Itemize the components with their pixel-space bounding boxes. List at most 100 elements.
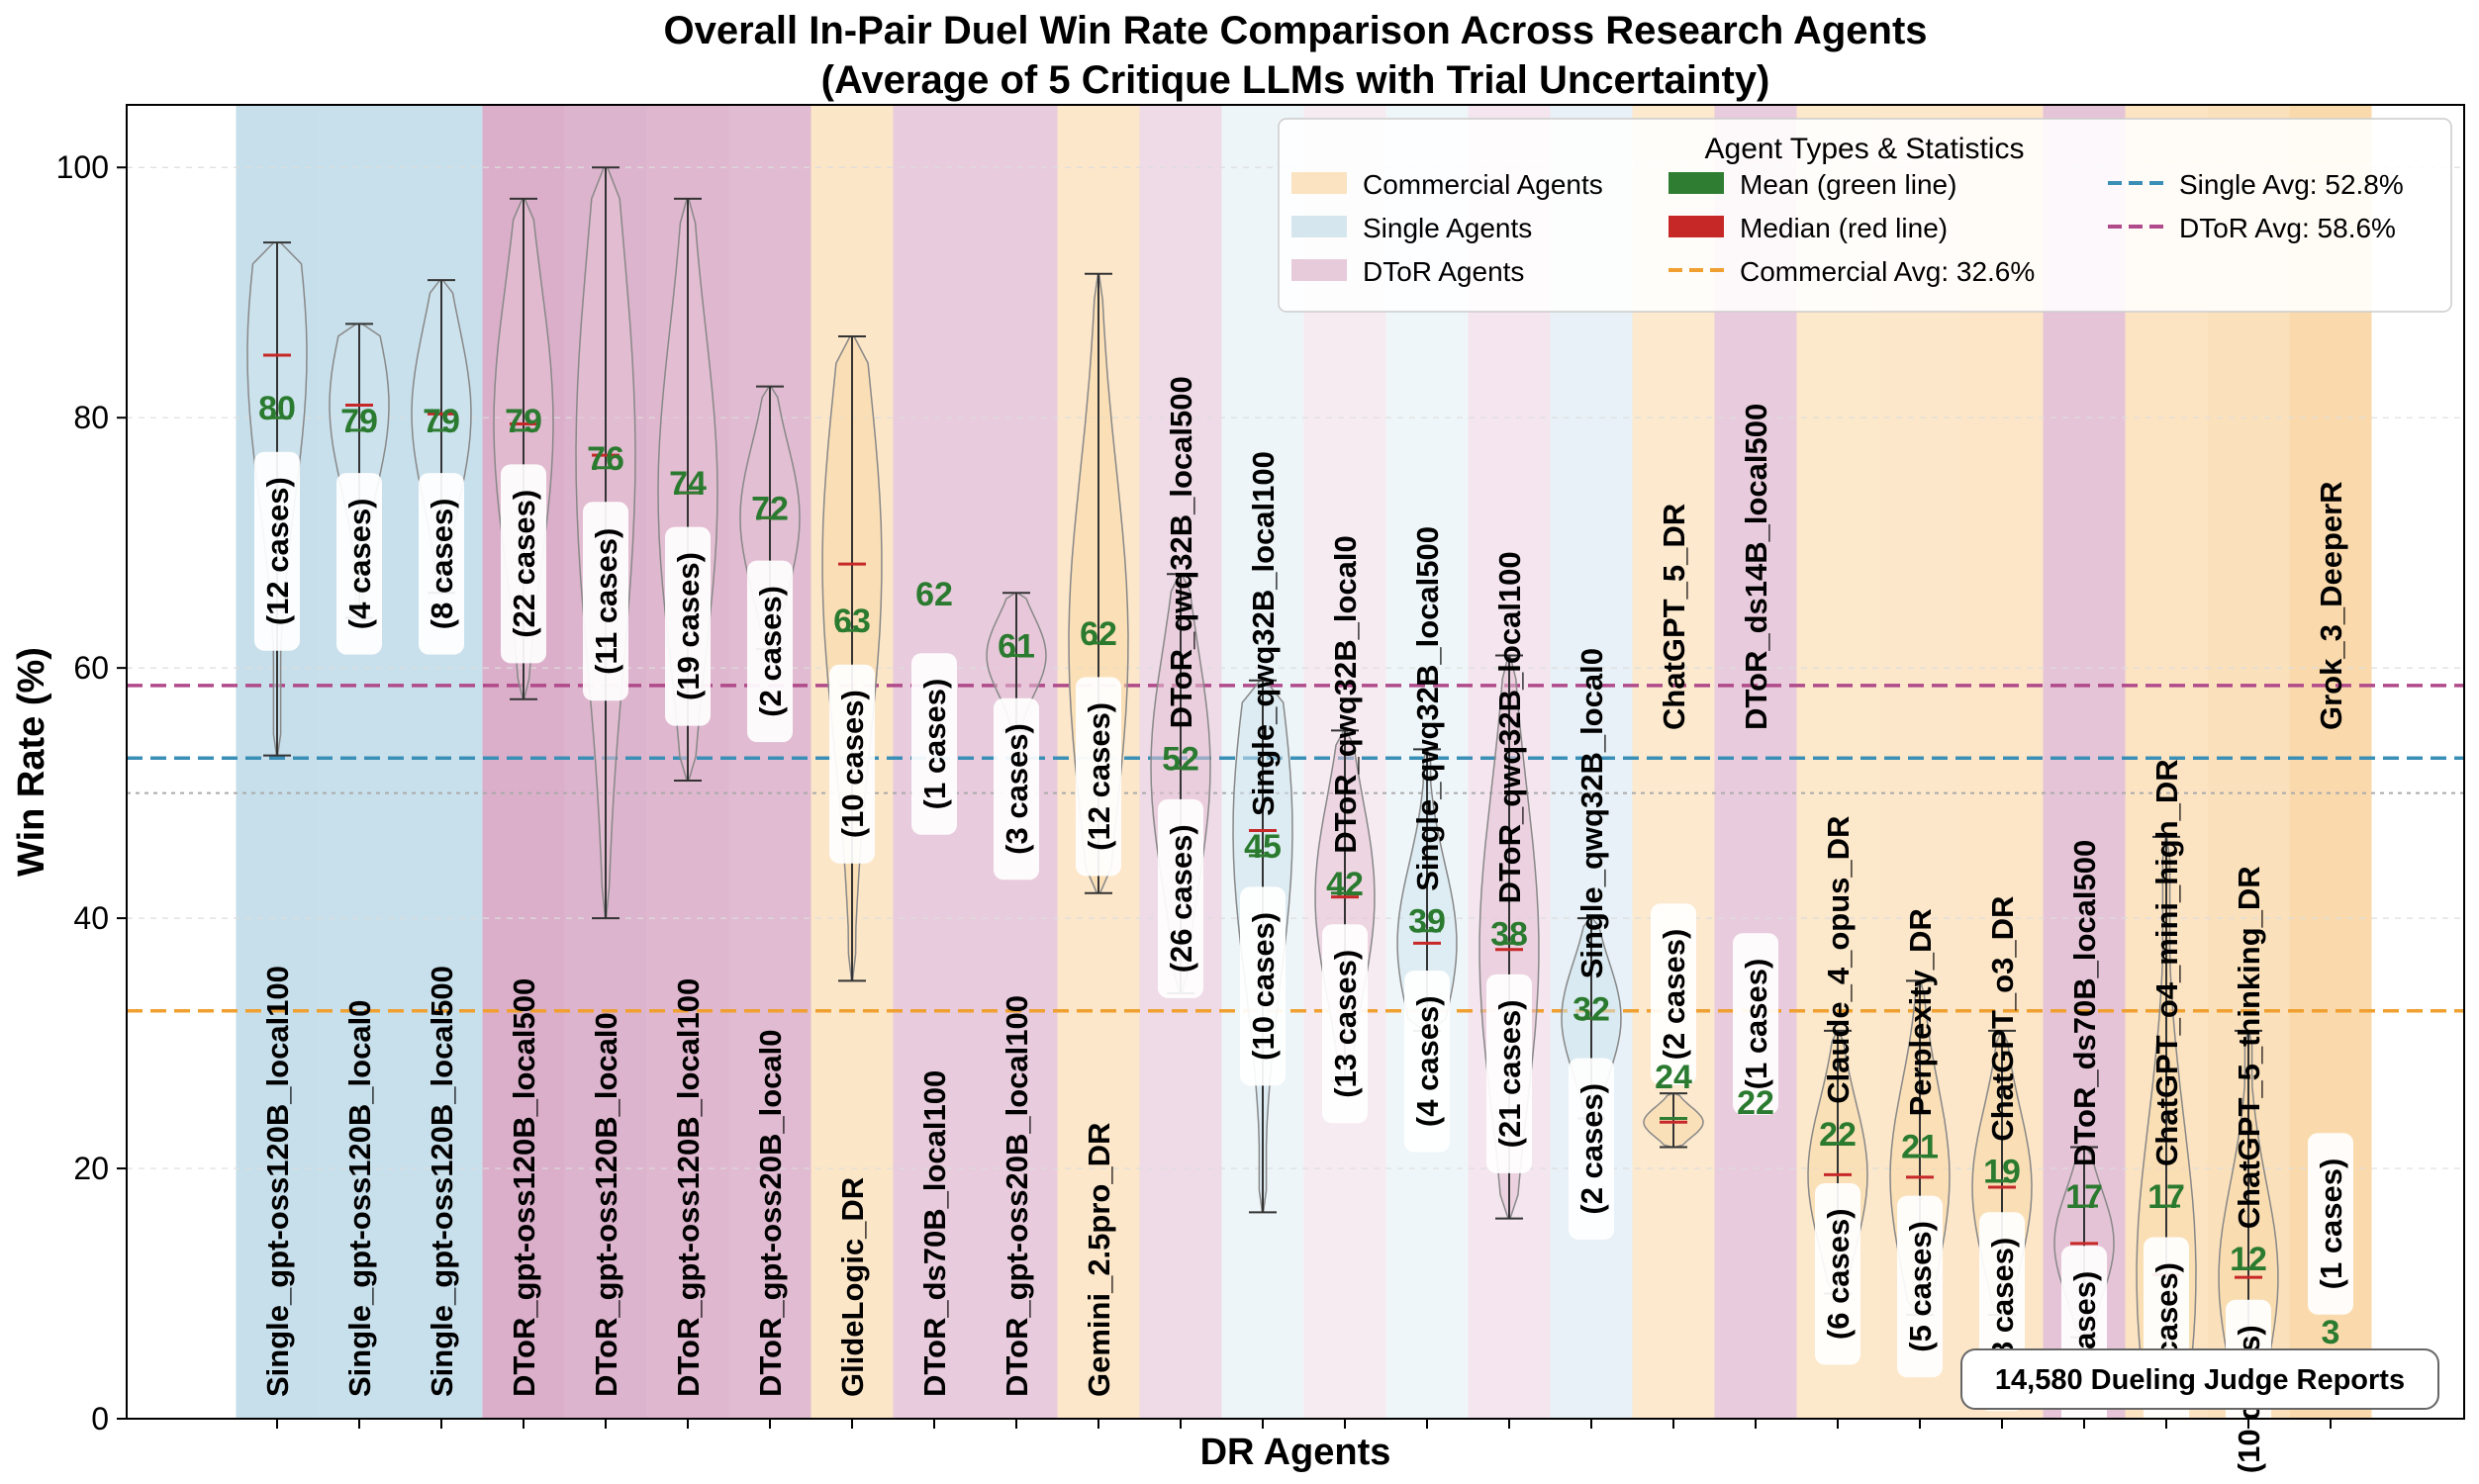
legend-label: Single Agents xyxy=(1363,213,1532,243)
case-label-box xyxy=(1569,1058,1614,1241)
case-count-label: (21 cases) xyxy=(1492,999,1527,1148)
mean-value-label: 22 xyxy=(1819,1116,1857,1154)
case-label-box xyxy=(254,451,300,651)
agent-name-label: DToR_qwq32B_local0 xyxy=(1328,535,1363,854)
chart-title: Overall In-Pair Duel Win Rate Comparison… xyxy=(663,9,1927,52)
plot-frame xyxy=(126,104,2465,1420)
case-label-box xyxy=(419,473,464,655)
agent-band xyxy=(1632,105,1715,1419)
report-count-badge: 14,580 Dueling Judge Reports xyxy=(1960,1348,2439,1410)
agent-name-label: Single_qwq32B_local100 xyxy=(1246,451,1281,816)
case-label-box xyxy=(1733,933,1778,1115)
y-tick-label: 0 xyxy=(91,1401,109,1437)
mean-value-label: 32 xyxy=(1573,990,1610,1028)
case-label-box xyxy=(665,526,711,726)
case-label-box xyxy=(994,697,1039,881)
violin-7 xyxy=(821,334,883,982)
case-label-box xyxy=(911,653,957,835)
agent-name-label: DToR_ds70B_local100 xyxy=(917,1070,952,1397)
y-axis: 0 20 40 60 80 100 xyxy=(56,149,2332,1437)
case-count-label: (4 cases) xyxy=(342,498,377,629)
case-count-label: (1 cases) xyxy=(917,679,952,810)
badge-box xyxy=(1960,1348,2439,1410)
x-axis-label: DR Agents xyxy=(1200,1432,1391,1473)
case-label-box xyxy=(583,502,628,701)
mean-value-label: 79 xyxy=(423,403,460,440)
agent-name-label: ChatGPT_o3_DR xyxy=(1985,896,2020,1142)
mean-value-label: 42 xyxy=(1326,866,1364,903)
legend-label: DToR Agents xyxy=(1363,256,1524,287)
legend-items: Commercial Agents Single Agents DToR Agent… xyxy=(1291,169,2404,287)
agent-name-label: DToR_gpt-oss120B_local500 xyxy=(507,978,541,1397)
agent-name-label: DToR_gpt-oss20B_local0 xyxy=(753,1029,788,1397)
legend-swatch xyxy=(1291,216,1347,237)
agent-name-label: ChatGPT_5_DR xyxy=(1657,504,1691,730)
case-count-label: (19 cases) xyxy=(671,552,706,700)
chart-subtitle: (Average of 5 Critique LLMs with Trial U… xyxy=(821,58,1770,102)
case-label-box xyxy=(1897,1195,1943,1378)
case-label-box xyxy=(747,560,793,743)
case-count-label: (8 cases) xyxy=(425,498,459,629)
case-count-label: (5 cases) xyxy=(1903,1221,1938,1352)
y-tick-label: 100 xyxy=(56,149,109,185)
y-tick-label: 80 xyxy=(73,400,109,435)
agent-name-label: DToR_qwq32B_local100 xyxy=(1492,551,1527,903)
legend-label: DToR Avg: 58.6% xyxy=(2179,213,2396,243)
legend-label: Commercial Avg: 32.6% xyxy=(1740,256,2035,287)
mean-value-label: 79 xyxy=(340,403,378,440)
case-count-label: (12 cases) xyxy=(1082,702,1116,851)
mean-value-label: 80 xyxy=(258,390,296,427)
case-label-box xyxy=(1815,1183,1860,1365)
case-count-label: (22 cases) xyxy=(507,490,541,638)
agent-name-label: ChatGPT_5_thinking_DR xyxy=(2232,866,2266,1229)
agent-name-label: ChatGPT_o4_mini_high_DR xyxy=(2149,759,2184,1166)
legend-label: Commercial Agents xyxy=(1363,169,1603,200)
case-label-box xyxy=(1322,924,1368,1124)
mean-value-label: 12 xyxy=(2230,1241,2267,1278)
legend-swatch xyxy=(1291,259,1347,281)
agent-labels: Single_gpt-oss120B_local100 (12 cases) 80 S… xyxy=(254,376,2353,1484)
legend-swatch xyxy=(1291,172,1347,194)
mean-value-label: 17 xyxy=(2147,1178,2185,1216)
mean-value-label: 3 xyxy=(2322,1314,2340,1351)
agent-name-label: Single_qwq32B_local0 xyxy=(1574,648,1609,978)
case-label-box xyxy=(1486,974,1532,1173)
mean-value-label: 74 xyxy=(669,465,707,503)
mean-value-label: 52 xyxy=(1162,740,1199,778)
legend-label: Median (red line) xyxy=(1740,213,1948,243)
mean-value-label: 62 xyxy=(915,576,953,613)
reference-lines xyxy=(127,684,2464,1013)
case-count-label: (2 cases) xyxy=(1657,929,1691,1061)
case-label-box xyxy=(1240,886,1286,1086)
badge-text: 14,580 Dueling Judge Reports xyxy=(1995,1364,2405,1396)
case-label-box xyxy=(1076,677,1121,877)
case-label-box xyxy=(1158,798,1203,998)
agent-name-label: Single_qwq32B_local500 xyxy=(1410,526,1445,891)
mean-value-label: 61 xyxy=(998,627,1035,665)
agent-name-label: Gemini_2.5pro_DR xyxy=(1082,1123,1116,1397)
case-count-label: (1 cases) xyxy=(1739,959,1773,1090)
mean-value-label: 21 xyxy=(1901,1128,1939,1165)
case-count-label: (26 cases) xyxy=(1164,824,1198,973)
mean-value-label: 45 xyxy=(1244,828,1282,866)
case-count-label: (3 cases) xyxy=(1000,723,1034,855)
case-count-label: (10 cases) xyxy=(1246,912,1281,1061)
mean-value-label: 24 xyxy=(1655,1059,1692,1096)
mean-value-label: 62 xyxy=(1080,615,1117,653)
mean-value-label: 38 xyxy=(1490,915,1528,953)
agent-name-label: Claude_4_opus_DR xyxy=(1821,816,1856,1104)
mean-value-label: 17 xyxy=(2065,1178,2103,1216)
mean-value-label: 72 xyxy=(751,490,789,527)
agent-name-label: Single_gpt-oss120B_local500 xyxy=(425,966,459,1397)
agent-name-label: DToR_ds14B_local500 xyxy=(1739,404,1773,730)
case-label-box xyxy=(1404,970,1450,1153)
y-tick-label: 40 xyxy=(73,900,109,936)
legend: Agent Types & Statistics Commercial Agen… xyxy=(1278,118,2452,313)
case-count-label: (4 cases) xyxy=(1410,995,1445,1127)
case-label-box xyxy=(2308,1133,2353,1315)
violin-9 xyxy=(986,592,1047,732)
legend-title: Agent Types & Statistics xyxy=(1705,133,2025,165)
agent-name-label: Grok_3_DeeperR xyxy=(2314,481,2348,730)
agent-name-label: DToR_gpt-oss20B_local100 xyxy=(1000,995,1034,1397)
